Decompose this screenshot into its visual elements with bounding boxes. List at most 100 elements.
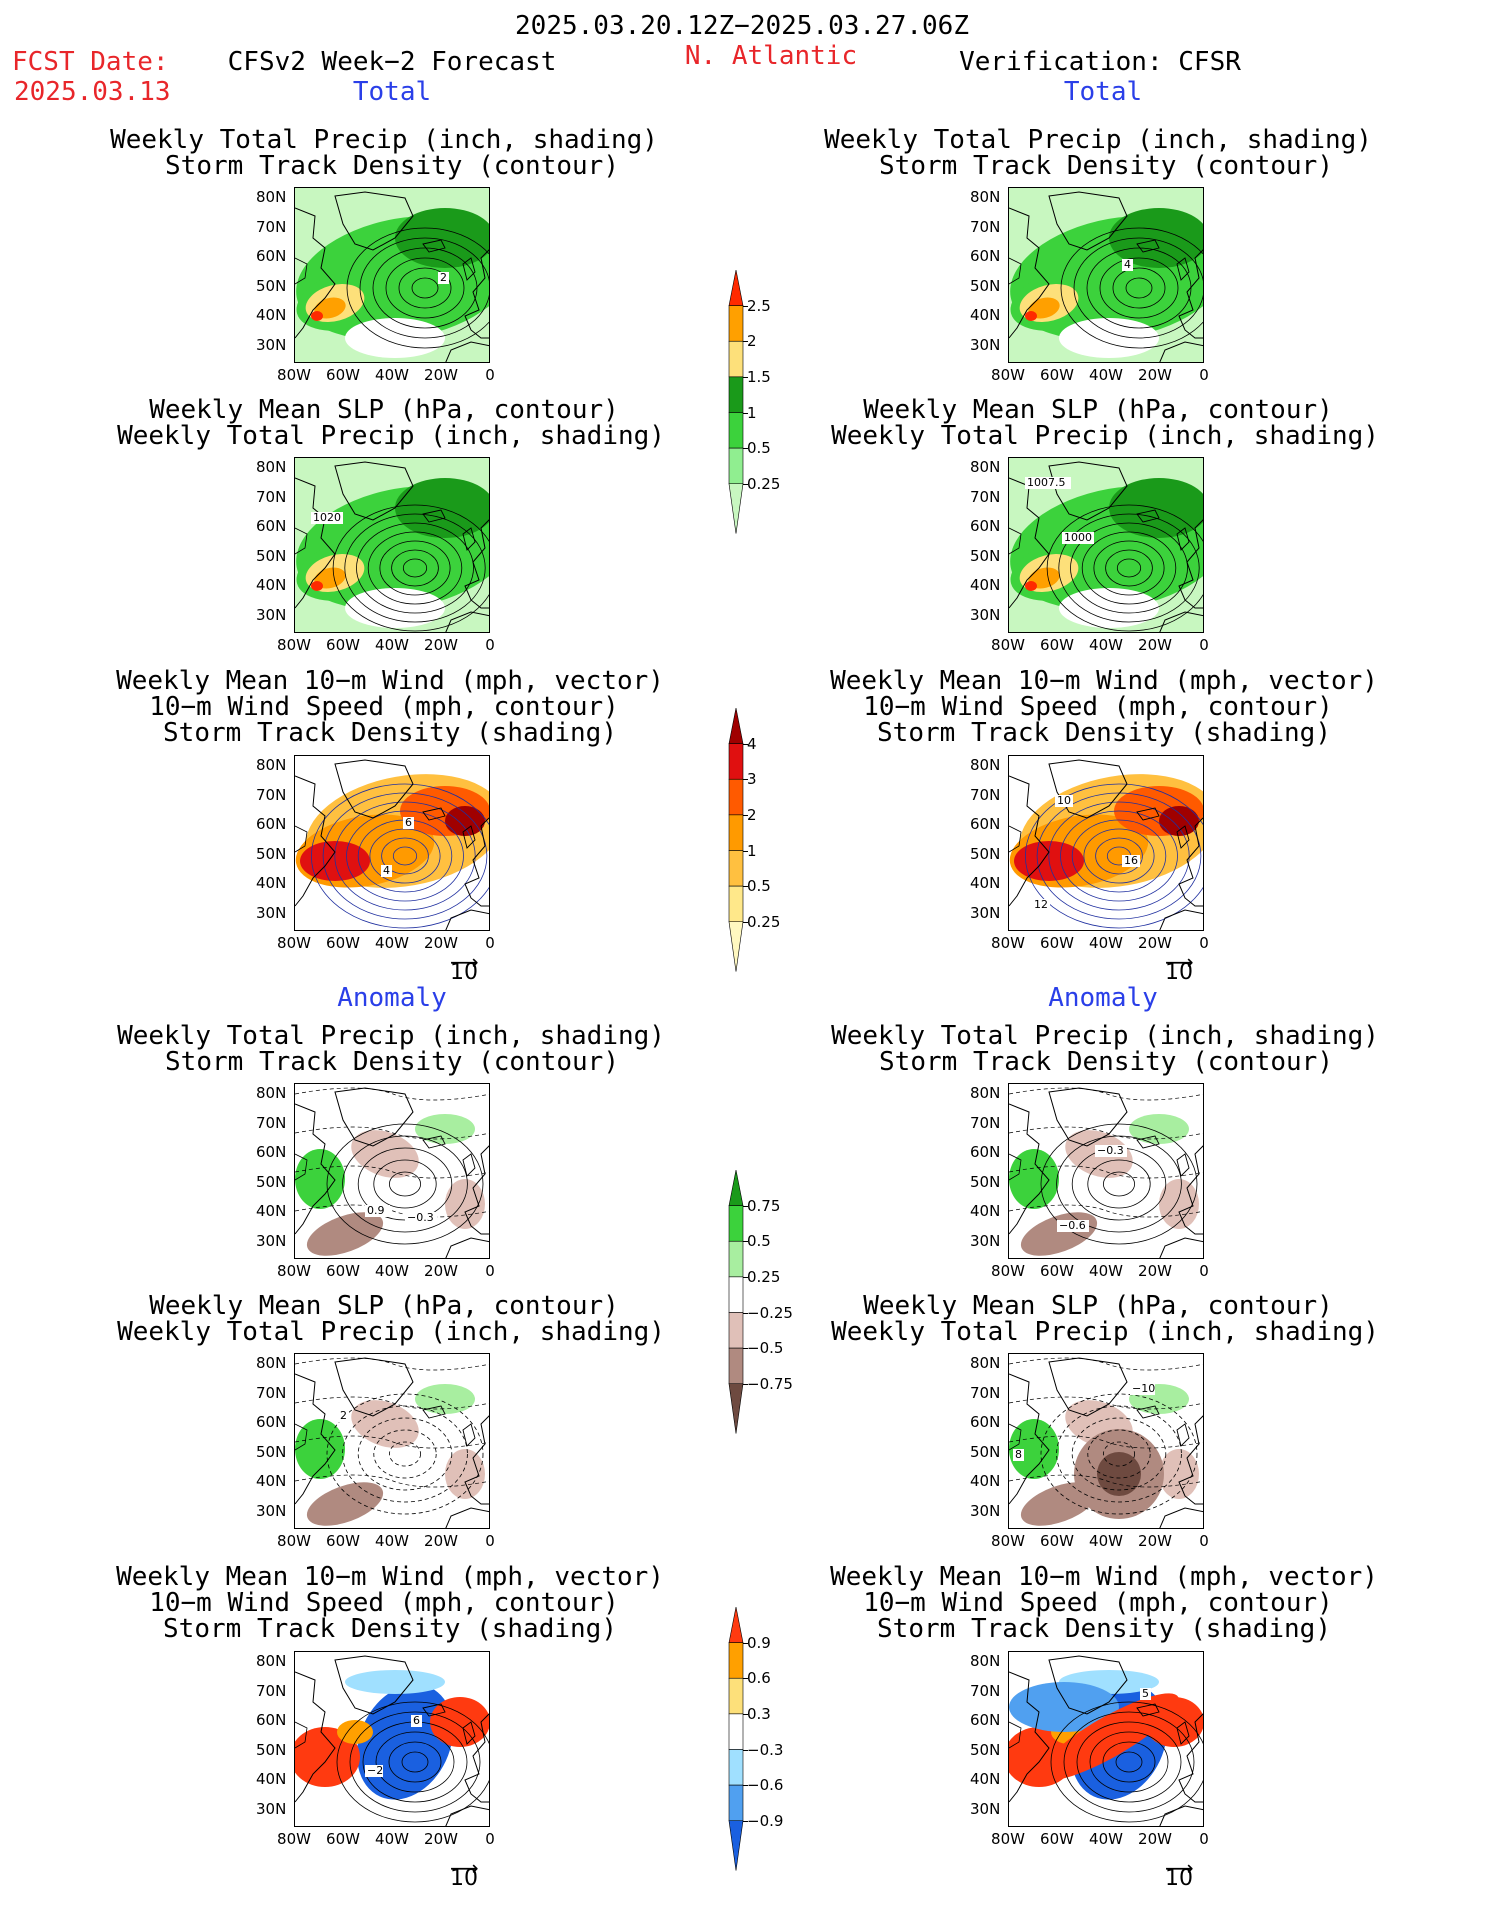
- lat-tick-f5-4: 40N: [256, 1472, 287, 1490]
- lat-tick-v1-3: 50N: [970, 276, 1001, 295]
- colorbar-label-anom_precip-3: −0.25: [747, 1303, 793, 1322]
- title-v4-line2: Storm Track Density (contour): [879, 1047, 1333, 1077]
- lat-tick-f6-3: 50N: [256, 1740, 287, 1759]
- lat-tick-f3-3: 50N: [256, 844, 287, 863]
- left-total-heading: Total: [352, 77, 432, 107]
- title-f3-line1: Weekly Mean 10−m Wind (mph, vector): [116, 666, 664, 696]
- lon-tick-f2-2: 40W: [375, 636, 409, 654]
- lon-tick-f1-0: 80W: [277, 366, 311, 384]
- region-title: N. Atlantic: [684, 41, 858, 71]
- colorbar-label-anom_precip-4: −0.5: [747, 1339, 784, 1358]
- lat-tick-f5-0: 80N: [256, 1354, 287, 1372]
- map-panel-v3: 10 16 12: [1008, 755, 1204, 931]
- title-f5-line1: Weekly Mean SLP (hPa, contour): [149, 1291, 619, 1321]
- vector-ref-f6: ⟶ 10: [450, 1856, 479, 1891]
- title-v4-line1: Weekly Total Precip (inch, shading): [831, 1021, 1379, 1051]
- colorbar-tick: [743, 376, 748, 378]
- title-f1-line1: Weekly Total Precip (inch, shading): [110, 125, 658, 155]
- colorbar-label-total_precip-3: 1: [747, 403, 757, 422]
- colorbar-label-total_storm-2: 2: [747, 805, 757, 824]
- lat-tick-v4-3: 50N: [970, 1172, 1001, 1191]
- lon-tick-f3-0: 80W: [277, 934, 311, 952]
- colorbar-anom_precip: [728, 1170, 744, 1434]
- lat-tick-f2-2: 60N: [256, 517, 287, 535]
- lon-tick-f4-1: 60W: [326, 1262, 360, 1280]
- title-f3-line2: 10−m Wind Speed (mph, contour): [149, 692, 619, 722]
- title-f6-line1: Weekly Mean 10−m Wind (mph, vector): [116, 1562, 664, 1592]
- title-v2-line2: Weekly Total Precip (inch, shading): [831, 421, 1379, 451]
- lat-tick-f2-3: 50N: [256, 546, 287, 565]
- lon-tick-v3-4: 0: [1199, 934, 1209, 952]
- title-v6-line3: Storm Track Density (shading): [877, 1614, 1331, 1644]
- lat-tick-v6-4: 40N: [970, 1770, 1001, 1788]
- lon-tick-v3-3: 20W: [1138, 934, 1172, 952]
- lat-tick-v6-3: 50N: [970, 1740, 1001, 1759]
- lat-tick-f5-1: 70N: [256, 1383, 287, 1402]
- lon-tick-f2-0: 80W: [277, 636, 311, 654]
- lat-tick-f2-1: 70N: [256, 487, 287, 506]
- colorbar-label-anom_precip-2: 0.25: [747, 1267, 781, 1286]
- colorbar-label-total_storm-3: 1: [747, 841, 757, 860]
- lat-tick-v1-1: 70N: [970, 217, 1001, 236]
- lon-tick-v4-1: 60W: [1040, 1262, 1074, 1280]
- lat-tick-f6-4: 40N: [256, 1770, 287, 1788]
- lon-tick-f1-3: 20W: [424, 366, 458, 384]
- colorbar-tick: [743, 341, 748, 343]
- lat-tick-f6-5: 30N: [256, 1799, 287, 1818]
- contour-label-f_anom_wind_b: −2: [367, 1764, 383, 1777]
- lat-tick-v5-3: 50N: [970, 1442, 1001, 1461]
- lat-tick-v5-4: 40N: [970, 1472, 1001, 1490]
- title-f2-line2: Weekly Total Precip (inch, shading): [117, 421, 665, 451]
- contour-label-v_anom_precip_a: −0.3: [1097, 1144, 1124, 1157]
- colorbar-total_precip: [728, 270, 744, 534]
- contour-label-v_anom_wind_a: 5: [1142, 1687, 1149, 1700]
- lat-tick-f3-2: 60N: [256, 815, 287, 833]
- title-v6-line1: Weekly Mean 10−m Wind (mph, vector): [830, 1562, 1378, 1592]
- lon-tick-v4-2: 40W: [1089, 1262, 1123, 1280]
- lat-tick-f1-3: 50N: [256, 276, 287, 295]
- colorbar-label-total_precip-4: 0.5: [747, 439, 771, 458]
- colorbar-tick: [743, 814, 748, 816]
- colorbar-label-anom_storm-2: 0.3: [747, 1704, 771, 1723]
- lat-tick-v2-0: 80N: [970, 458, 1001, 476]
- contour-label-v_total_slp_b: 1000: [1064, 531, 1092, 544]
- fcst-date-label: FCST Date:: [12, 47, 169, 77]
- lat-tick-f2-4: 40N: [256, 576, 287, 594]
- lat-tick-f3-5: 30N: [256, 903, 287, 922]
- colorbar-tick: [743, 448, 748, 450]
- contour-label-f_total_slp: 1020: [313, 511, 341, 524]
- colorbar-tick: [743, 1383, 748, 1385]
- lat-tick-f2-5: 30N: [256, 605, 287, 624]
- lon-tick-v5-0: 80W: [991, 1532, 1025, 1550]
- colorbar-total_storm: [728, 708, 744, 972]
- lon-tick-v1-2: 40W: [1089, 366, 1123, 384]
- title-f1-line2: Storm Track Density (contour): [165, 151, 619, 181]
- lat-tick-v1-5: 30N: [970, 335, 1001, 354]
- contour-label-f_total_precip: 2: [440, 271, 447, 284]
- map-panel-v4: −0.3 −0.6: [1008, 1083, 1204, 1259]
- colorbar-label-total_storm-0: 4: [747, 734, 757, 753]
- contour-label-v_total_wind_a: 10: [1057, 794, 1071, 807]
- colorbar-tick: [743, 483, 748, 485]
- lon-tick-f2-1: 60W: [326, 636, 360, 654]
- colorbar-label-anom_storm-0: 0.9: [747, 1633, 771, 1652]
- lon-tick-f4-4: 0: [485, 1262, 495, 1280]
- map-panel-v1: 4: [1008, 187, 1204, 363]
- contour-label-v_total_wind_c: 12: [1034, 898, 1048, 911]
- lon-tick-f4-0: 80W: [277, 1262, 311, 1280]
- lon-tick-v4-4: 0: [1199, 1262, 1209, 1280]
- title-f3-line3: Storm Track Density (shading): [163, 718, 617, 748]
- lon-tick-v5-4: 0: [1199, 1532, 1209, 1550]
- lat-tick-v3-1: 70N: [970, 785, 1001, 804]
- lon-tick-f3-3: 20W: [424, 934, 458, 952]
- colorbar-label-total_precip-0: 2.5: [747, 296, 771, 315]
- lon-tick-f3-1: 60W: [326, 934, 360, 952]
- lon-tick-f6-4: 0: [485, 1830, 495, 1848]
- lat-tick-v2-1: 70N: [970, 487, 1001, 506]
- lon-tick-f1-2: 40W: [375, 366, 409, 384]
- title-v3-line3: Storm Track Density (shading): [877, 718, 1331, 748]
- colorbar-tick: [743, 412, 748, 414]
- contour-label-f_anom_precip_a: 0.9: [367, 1204, 385, 1217]
- colorbar-tick: [743, 921, 748, 923]
- lat-tick-v3-5: 30N: [970, 903, 1001, 922]
